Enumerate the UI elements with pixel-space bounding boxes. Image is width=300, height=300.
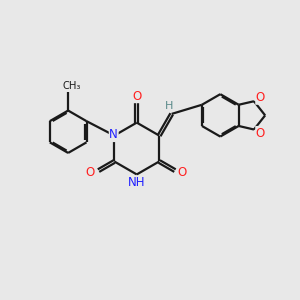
Text: O: O [256,91,265,104]
Text: O: O [132,90,141,103]
Text: H: H [165,101,173,111]
Text: O: O [256,127,265,140]
Text: O: O [85,166,95,178]
Text: N: N [109,128,118,142]
Text: CH₃: CH₃ [62,81,81,92]
Text: O: O [178,166,187,178]
Text: NH: NH [128,176,146,189]
